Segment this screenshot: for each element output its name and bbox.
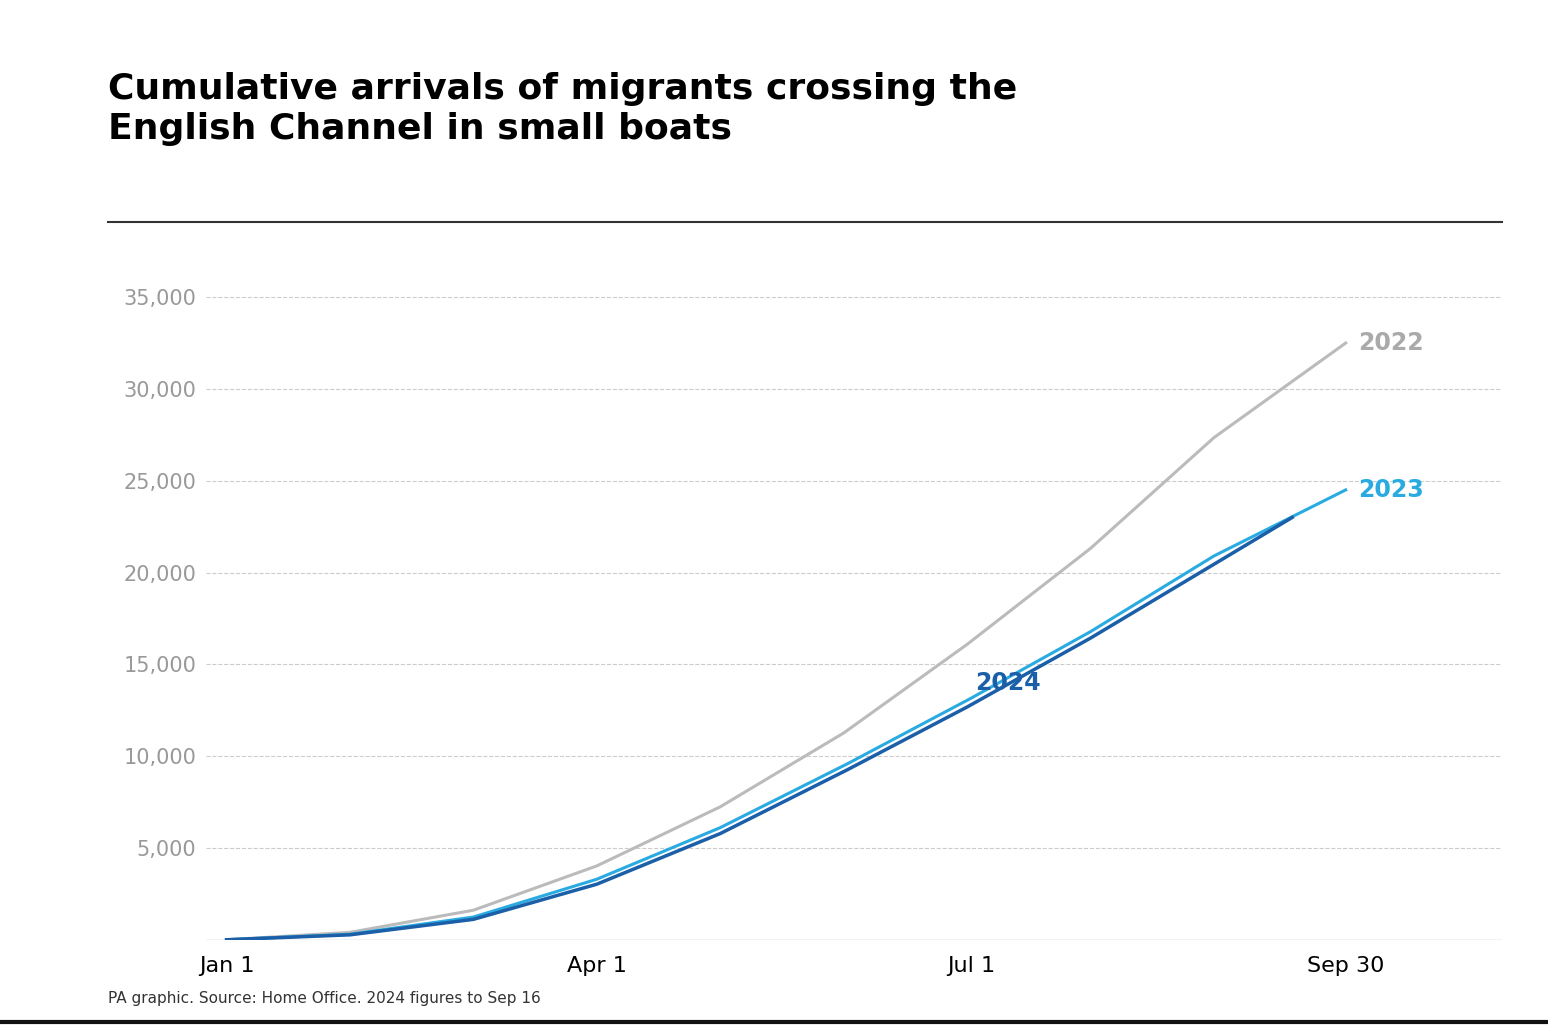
- Text: 2022: 2022: [1358, 331, 1424, 355]
- Text: 2024: 2024: [975, 671, 1040, 695]
- Text: Cumulative arrivals of migrants crossing the
English Channel in small boats: Cumulative arrivals of migrants crossing…: [108, 72, 1017, 146]
- Text: PA graphic. Source: Home Office. 2024 figures to Sep 16: PA graphic. Source: Home Office. 2024 fi…: [108, 991, 542, 1006]
- Text: 2023: 2023: [1358, 478, 1424, 502]
